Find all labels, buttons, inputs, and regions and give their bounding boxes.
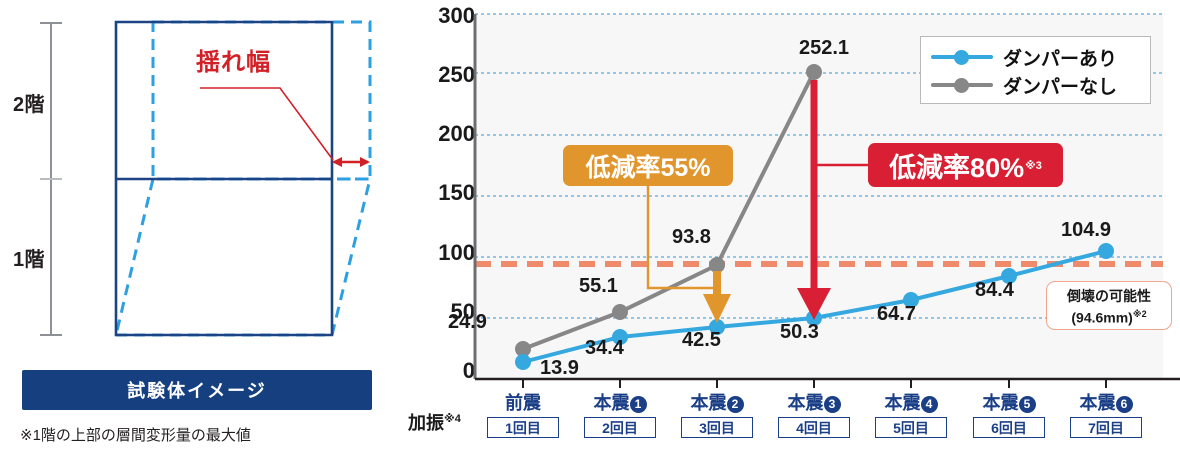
x-category-6-name-text: 本震 <box>1079 393 1116 413</box>
series-points-damper-yes <box>515 243 1114 370</box>
x-category-1-count: 2回目 <box>584 417 656 438</box>
y-tick-250: 250 <box>438 62 475 87</box>
original-specimen-outline <box>114 20 334 337</box>
x-category-2-name-text: 本震 <box>690 393 727 413</box>
y-tick-150: 150 <box>438 180 475 205</box>
x-category-4-index: 4 <box>920 396 938 413</box>
floor-label-2f: 2階 <box>12 94 46 116</box>
x-category-3-name-text: 本震 <box>787 393 824 413</box>
x-category-3-name: 本震 3 <box>766 392 862 414</box>
annotation-reduction-80-arrow <box>797 80 831 320</box>
x-category-4-name: 本震 4 <box>863 392 959 414</box>
x-category-2-count: 3回目 <box>681 417 753 438</box>
sway-leader-line <box>200 87 334 161</box>
value-label-yes-2: 42.5 <box>682 329 721 351</box>
value-label-yes-3: 50.3 <box>780 321 819 343</box>
x-category-5-name-text: 本震 <box>982 393 1019 413</box>
specimen-diagram-panel: 2階 1階 揺れ幅 試験体イメージ ※1階の上部の層間変形量の最大値 <box>0 0 420 464</box>
annotation-badge-reduction-80: 低減率80% ※3 <box>868 143 1063 187</box>
legend-marker-damper-no <box>931 78 993 93</box>
value-label-no-0: 24.9 <box>448 311 487 333</box>
collapse-threshold-value: (94.6mm)※2 <box>1047 305 1171 327</box>
x-category-5-count: 6回目 <box>973 417 1045 438</box>
y-tick-0: 0 <box>462 358 475 383</box>
x-category-0: 前震 1回目 <box>475 392 571 438</box>
chart-panel: 300 250 200 150 100 50 0 <box>408 0 1180 464</box>
dimension-tick-bottom <box>40 334 62 336</box>
y-tick-300: 300 <box>438 3 475 28</box>
legend-item-damper-yes: ダンパーあり <box>931 43 1138 71</box>
x-category-5-index: 5 <box>1018 396 1036 413</box>
x-category-2: 本震 2 3回目 <box>669 392 765 438</box>
x-category-2-name: 本震 2 <box>669 392 765 414</box>
value-label-no-3: 252.1 <box>799 37 850 59</box>
x-category-5: 本震 5 6回目 <box>961 392 1057 438</box>
y-tick-200: 200 <box>438 121 475 146</box>
x-category-4: 本震 4 5回目 <box>863 392 959 438</box>
x-category-6-name: 本震 6 <box>1058 392 1154 414</box>
sway-width-arrow <box>332 157 370 167</box>
x-category-6-index: 6 <box>1115 396 1133 413</box>
dimension-tick-middle <box>40 178 62 180</box>
value-label-no-1: 55.1 <box>579 275 618 297</box>
x-category-0-count: 1回目 <box>487 417 559 438</box>
annotation-badge-reduction-80-sup: ※3 <box>1025 159 1042 172</box>
sway-width-label: 揺れ幅 <box>196 49 271 76</box>
x-category-2-index: 2 <box>726 396 744 413</box>
x-axis-ticks <box>522 379 1107 388</box>
collapse-threshold-title: 倒壊の可能性 <box>1067 288 1151 304</box>
legend-item-damper-no: ダンパーなし <box>931 71 1138 99</box>
value-label-yes-6: 104.9 <box>1061 219 1112 241</box>
x-category-1-name: 本震 1 <box>572 392 668 414</box>
annotation-reduction-55-arrow <box>703 271 731 323</box>
x-category-1: 本震 1 2回目 <box>572 392 668 438</box>
x-category-1-index: 1 <box>629 396 647 413</box>
x-axis-title: 加振※4 <box>408 409 461 435</box>
collapse-threshold-callout: 倒壊の可能性 (94.6mm)※2 <box>1046 281 1172 330</box>
x-category-0-name-text: 前震 <box>505 393 541 413</box>
annotation-badge-reduction-55-text: 低減率55% <box>585 153 711 182</box>
specimen-caption-text: 試験体イメージ <box>127 381 267 401</box>
x-category-1-name-text: 本震 <box>593 393 630 413</box>
collapse-threshold-value-text: (94.6mm) <box>1071 309 1133 326</box>
value-label-no-2: 93.8 <box>672 226 711 248</box>
dimension-tick-top <box>40 22 62 24</box>
floor-label-1f: 1階 <box>12 249 46 271</box>
x-category-4-name-text: 本震 <box>884 393 921 413</box>
series-points-damper-no <box>515 64 822 357</box>
specimen-caption-bar: 試験体イメージ <box>22 370 372 410</box>
annotation-badge-reduction-80-text: 低減率80% <box>889 152 1025 183</box>
legend-label-damper-no: ダンパーなし <box>1003 76 1118 98</box>
collapse-threshold-sup: ※2 <box>1132 309 1147 319</box>
value-label-yes-1: 34.4 <box>585 337 624 359</box>
annotation-badge-reduction-55: 低減率55% <box>563 145 733 186</box>
x-category-0-name: 前震 <box>475 392 571 414</box>
x-category-6-count: 7回目 <box>1070 417 1142 438</box>
legend-label-damper-yes: ダンパーあり <box>1003 48 1118 70</box>
x-axis-title-text: 加振 <box>408 413 444 433</box>
specimen-drawing <box>114 20 372 337</box>
annotation-reduction-55-leader <box>646 186 717 290</box>
x-category-3-count: 4回目 <box>778 417 850 438</box>
x-category-3: 本震 3 4回目 <box>766 392 862 438</box>
x-category-5-name: 本震 5 <box>961 392 1057 414</box>
value-label-yes-5: 84.4 <box>975 279 1014 301</box>
x-axis-title-sup: ※4 <box>444 413 461 425</box>
value-label-yes-0: 13.9 <box>540 357 579 379</box>
specimen-footnote: ※1階の上部の層間変形量の最大値 <box>20 427 251 444</box>
x-category-4-count: 5回目 <box>875 417 947 438</box>
value-label-yes-4: 64.7 <box>877 303 916 325</box>
y-tick-50: 50 <box>450 299 475 324</box>
y-tick-100: 100 <box>438 240 475 265</box>
x-category-6: 本震 6 7回目 <box>1058 392 1154 438</box>
x-category-3-index: 3 <box>823 396 841 413</box>
chart-legend: ダンパーあり ダンパーなし <box>920 36 1151 104</box>
legend-marker-damper-yes <box>931 50 993 65</box>
